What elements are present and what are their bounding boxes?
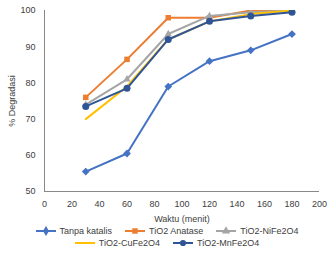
svg-text:20: 20 <box>67 199 77 209</box>
svg-text:100: 100 <box>174 199 189 209</box>
svg-text:100: 100 <box>20 5 35 15</box>
svg-text:60: 60 <box>122 199 132 209</box>
svg-text:60: 60 <box>25 150 35 160</box>
html-text:TiO2-CuFe2O4: TiO2-CuFe2O4 <box>98 238 160 248</box>
html-text:Tanpa katalis: Tanpa katalis <box>59 226 113 236</box>
html-text:TiO2-NiFe2O4: TiO2-NiFe2O4 <box>240 226 299 236</box>
html-text:TiO2 Anatase: TiO2 Anatase <box>149 226 204 236</box>
svg-text:% Degradasi: % Degradasi <box>7 75 17 127</box>
svg-text:140: 140 <box>229 199 244 209</box>
svg-text:90: 90 <box>25 42 35 52</box>
svg-text:0: 0 <box>42 199 47 209</box>
svg-text:70: 70 <box>25 114 35 124</box>
svg-text:50: 50 <box>25 186 35 196</box>
html-text:TiO2-MnFe2O4: TiO2-MnFe2O4 <box>197 238 260 248</box>
svg-text:200: 200 <box>312 199 327 209</box>
svg-text:160: 160 <box>257 199 272 209</box>
svg-text:120: 120 <box>202 199 217 209</box>
svg-text:40: 40 <box>94 199 104 209</box>
svg-text:80: 80 <box>25 78 35 88</box>
svg-text:Waktu (menit): Waktu (menit) <box>154 214 210 224</box>
svg-text:80: 80 <box>149 199 159 209</box>
svg-text:180: 180 <box>284 199 299 209</box>
